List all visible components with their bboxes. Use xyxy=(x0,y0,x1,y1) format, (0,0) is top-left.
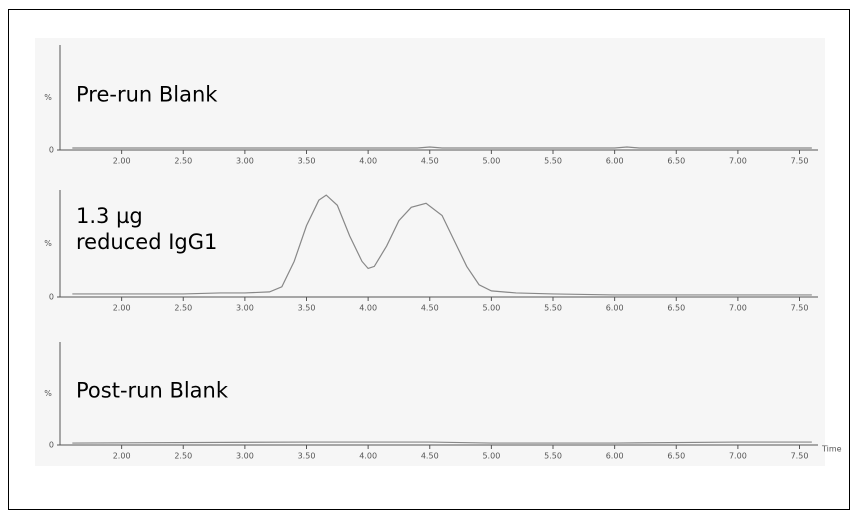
y-tick-label: 0 xyxy=(49,146,54,155)
trace xyxy=(72,146,812,149)
plot-background xyxy=(35,38,825,466)
x-tick-label: 3.50 xyxy=(298,452,316,461)
x-tick-label: 6.50 xyxy=(667,304,685,313)
x-tick-label: 3.00 xyxy=(236,304,254,313)
x-tick-label: 6.00 xyxy=(606,157,624,166)
x-tick-label: 6.50 xyxy=(667,157,685,166)
x-tick-label: 5.00 xyxy=(482,452,500,461)
y-axis-label: % xyxy=(44,239,52,248)
x-tick-label: 4.50 xyxy=(421,452,439,461)
annotation: reduced IgG1 xyxy=(76,230,217,254)
x-tick-label: 4.00 xyxy=(359,304,377,313)
x-tick-label: 7.00 xyxy=(729,452,747,461)
x-tick-label: 3.00 xyxy=(236,452,254,461)
annotation: 1.3 µg xyxy=(76,204,143,228)
x-tick-label: 2.00 xyxy=(113,304,131,313)
x-tick-label: 2.50 xyxy=(174,304,192,313)
x-tick-label: 3.50 xyxy=(298,157,316,166)
x-tick-label: 2.50 xyxy=(174,452,192,461)
y-tick-label: 0 xyxy=(49,293,54,302)
x-tick-label: 5.00 xyxy=(482,304,500,313)
x-tick-label: 4.50 xyxy=(421,157,439,166)
trace xyxy=(72,441,812,444)
x-tick-label: 4.00 xyxy=(359,452,377,461)
x-tick-label: 7.00 xyxy=(729,304,747,313)
trace xyxy=(72,194,812,296)
x-tick-label: 4.50 xyxy=(421,304,439,313)
x-tick-label: 2.00 xyxy=(113,452,131,461)
x-axis-label: Time xyxy=(821,445,842,454)
x-tick-label: 5.50 xyxy=(544,452,562,461)
x-tick-label: 2.50 xyxy=(174,157,192,166)
y-axis-label: % xyxy=(44,389,52,398)
annotation: Pre-run Blank xyxy=(76,83,218,107)
x-tick-label: 7.50 xyxy=(791,157,809,166)
x-tick-label: 7.50 xyxy=(791,304,809,313)
x-tick-label: 6.50 xyxy=(667,452,685,461)
annotation: Post-run Blank xyxy=(76,379,229,403)
x-tick-label: 3.50 xyxy=(298,304,316,313)
x-tick-label: 4.00 xyxy=(359,157,377,166)
x-tick-label: 7.50 xyxy=(791,452,809,461)
x-tick-label: 2.00 xyxy=(113,157,131,166)
x-tick-label: 5.50 xyxy=(544,304,562,313)
x-tick-label: 6.00 xyxy=(606,452,624,461)
y-tick-label: 0 xyxy=(49,441,54,450)
x-tick-label: 7.00 xyxy=(729,157,747,166)
x-tick-label: 5.00 xyxy=(482,157,500,166)
x-tick-label: 5.50 xyxy=(544,157,562,166)
x-tick-label: 3.00 xyxy=(236,157,254,166)
y-axis-label: % xyxy=(44,93,52,102)
x-tick-label: 6.00 xyxy=(606,304,624,313)
